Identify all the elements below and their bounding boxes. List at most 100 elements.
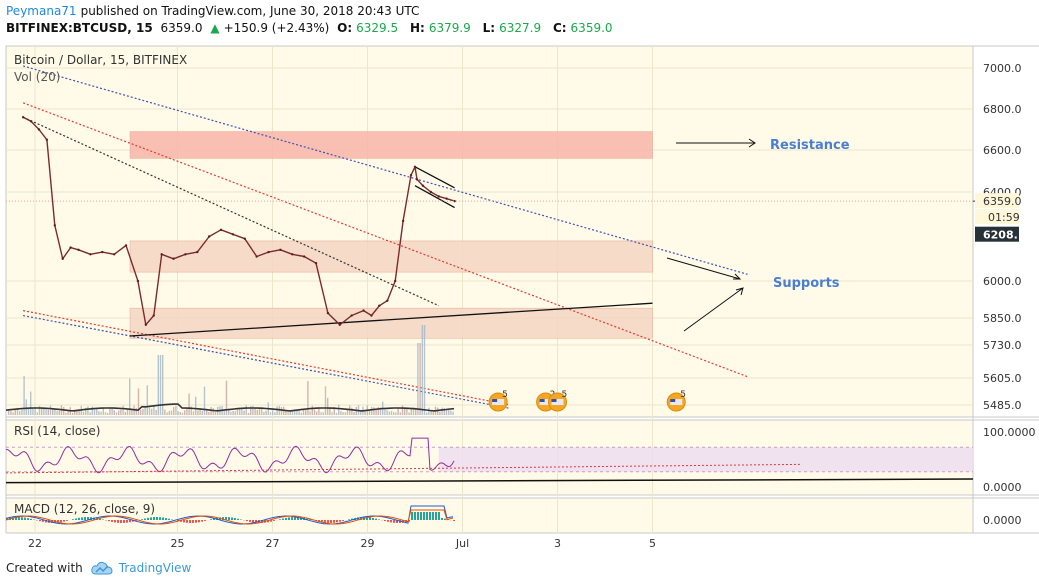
macd-bar <box>351 518 353 520</box>
volume-bar <box>322 412 324 415</box>
macd-bar <box>225 517 227 520</box>
macd-bar <box>288 517 290 520</box>
price-point <box>184 253 187 256</box>
macd-bar <box>237 518 239 520</box>
volume-bar <box>245 405 247 415</box>
volume-bar <box>49 405 52 415</box>
price-point <box>196 250 199 254</box>
volume-bar <box>195 396 197 415</box>
volume-bar <box>364 411 366 415</box>
volume-bar <box>243 410 245 415</box>
volume-bar <box>419 343 421 415</box>
macd-bar <box>87 517 89 520</box>
price-point <box>231 233 235 236</box>
volume-bar <box>82 411 85 415</box>
macd-bar <box>198 520 200 523</box>
volume-bar <box>432 412 434 415</box>
current-price-tag: 6208.1 <box>983 229 1025 242</box>
event-icon-0: 5 <box>488 390 508 412</box>
macd-bar <box>339 520 341 522</box>
volume-bar <box>111 407 113 415</box>
macd-label: MACD (12, 26, close, 9) <box>14 502 155 516</box>
price-tick-label: 5730.0 <box>983 339 1022 352</box>
macd-bar <box>369 517 371 520</box>
macd-bar <box>279 519 281 520</box>
macd-bar <box>444 518 446 520</box>
tradingview-logo[interactable]: TradingView <box>91 561 192 575</box>
volume-bar <box>223 411 225 415</box>
macd-bar <box>384 520 386 522</box>
macd-bar <box>402 520 404 523</box>
volume-bar <box>142 408 144 415</box>
volume-bar <box>87 406 89 415</box>
arrow-support-lower <box>683 287 744 332</box>
volume-bar <box>16 407 19 415</box>
price-point <box>112 253 116 256</box>
macd-bar <box>222 517 224 520</box>
volume-bar <box>179 411 181 415</box>
macd-bar <box>117 520 119 523</box>
volume-bar <box>157 355 159 415</box>
rsi-tick-100: 100.0000 <box>983 426 1036 439</box>
macd-bar <box>417 512 419 520</box>
macd-bar <box>348 519 350 520</box>
macd-bar <box>282 518 284 520</box>
chart-canvas[interactable]: Resistance Supports 5 25 5 Bitcoin / Dollar, … <box>0 39 1039 554</box>
macd-bar <box>39 520 41 522</box>
volume-bars <box>8 325 454 415</box>
macd-bar <box>453 520 455 522</box>
price-point <box>21 116 25 119</box>
macd-bar <box>42 520 44 522</box>
volume-bar <box>146 385 148 415</box>
volume-bar <box>280 407 283 415</box>
volume-bar <box>199 408 201 415</box>
price-point <box>37 128 41 131</box>
chart-title: Bitcoin / Dollar, 15, BITFINEX <box>14 53 187 67</box>
price-point <box>326 311 330 315</box>
volume-bar <box>377 406 379 415</box>
volume-bar <box>74 409 76 415</box>
volume-bar <box>135 407 137 415</box>
rsi-band <box>438 447 973 472</box>
volume-bar <box>384 409 386 415</box>
price-point <box>421 184 425 187</box>
price-point <box>152 314 155 317</box>
price-point <box>279 248 282 252</box>
macd-bar <box>408 520 410 522</box>
macd-bar <box>393 520 395 523</box>
author-link[interactable]: Peymana71 <box>6 4 77 18</box>
volume-bar <box>58 410 60 415</box>
rsi-label: RSI (14, close) <box>14 424 100 438</box>
macd-bar <box>90 517 92 520</box>
volume-bar <box>27 408 30 415</box>
macd-bar <box>183 520 185 523</box>
macd-bar <box>378 519 380 520</box>
volume-bar <box>124 412 126 415</box>
volume-bar <box>144 407 146 415</box>
volume-bar <box>415 407 417 415</box>
macd-bar <box>366 517 368 520</box>
volume-bar <box>232 411 234 415</box>
macd-bar <box>441 517 443 520</box>
time-tick-label: 29 <box>361 537 375 550</box>
volume-bar <box>137 388 140 415</box>
macd-bar <box>240 519 242 520</box>
volume-bar <box>441 407 443 415</box>
volume-bar <box>23 375 25 415</box>
price-point <box>267 250 270 254</box>
volume-bar <box>129 378 131 415</box>
macd-bar <box>327 520 329 523</box>
price-point <box>362 309 365 312</box>
price-point <box>207 235 211 238</box>
volume-bar <box>120 409 122 415</box>
volume-bar <box>252 405 254 415</box>
tradingview-brand: TradingView <box>118 561 192 575</box>
macd-bar <box>372 517 374 520</box>
price-point <box>350 314 353 317</box>
price-point <box>429 190 433 194</box>
macd-bar <box>231 517 233 520</box>
volume-bar <box>335 412 338 415</box>
time-tick-label: 22 <box>28 537 42 550</box>
macd-tick-0: 0.0000 <box>983 514 1022 527</box>
macd-bar <box>390 520 392 523</box>
